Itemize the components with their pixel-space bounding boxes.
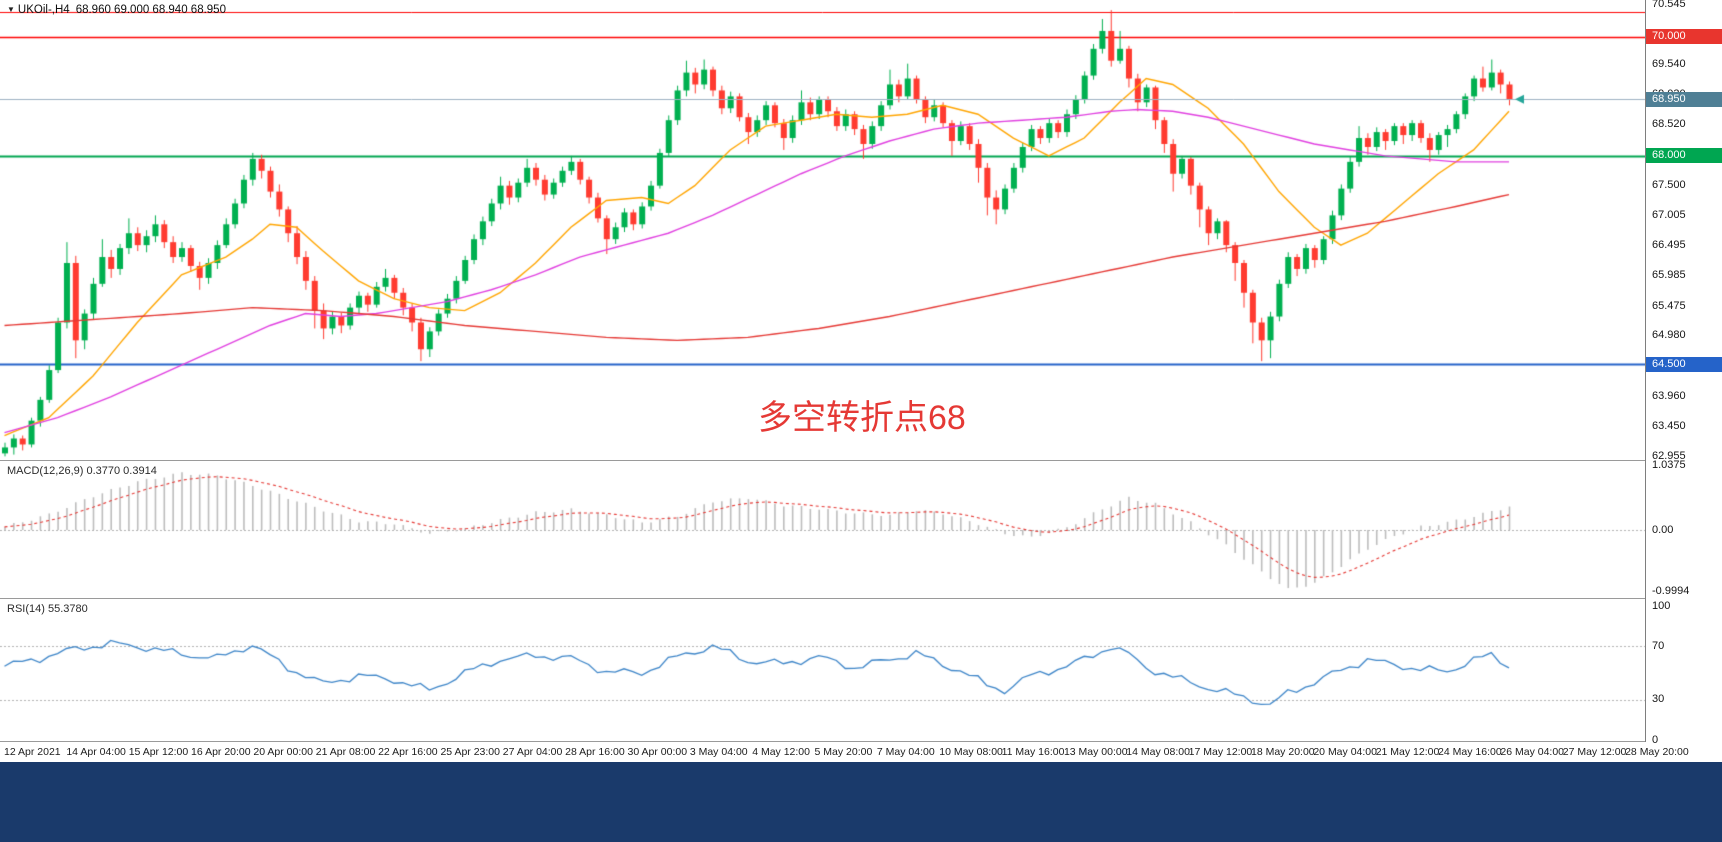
date-label: 26 May 04:00: [1500, 746, 1565, 758]
macd-panel-label: MACD(12,26,9) 0.3770 0.3914: [7, 465, 157, 477]
date-label: 20 Apr 00:00: [253, 746, 313, 758]
date-label: 16 Apr 20:00: [191, 746, 251, 758]
symbol-dropdown-icon[interactable]: ▼: [7, 5, 15, 14]
symbol-timeframe-label: UKOil-,H4: [17, 4, 70, 16]
price-tick: 67.005: [1652, 208, 1686, 221]
rsi-scale-tick: 100: [1652, 599, 1671, 612]
price-tick: 64.980: [1652, 329, 1686, 342]
macd-scale-tick: 1.0375: [1652, 459, 1686, 472]
price-tick: 69.540: [1652, 57, 1686, 70]
price-tick: 70.545: [1652, 0, 1686, 10]
date-label: 15 Apr 12:00: [128, 746, 189, 758]
rsi-indicator-canvas[interactable]: [0, 599, 1645, 742]
date-label: 18 May 20:00: [1251, 746, 1315, 758]
time-axis[interactable]: 12 Apr 2021 14 Apr 04:00 15 Apr 12:00 16 Ap…: [0, 742, 1722, 762]
date-label: 27 May 12:00: [1562, 746, 1627, 758]
rsi-scale-tick: 30: [1652, 693, 1665, 706]
date-label: 10 May 08:00: [939, 746, 1003, 758]
macd-scale-tick: 0.00: [1652, 523, 1674, 536]
price-badge-68000: 68.000: [1646, 148, 1722, 164]
price-tick: 68.520: [1652, 118, 1686, 131]
price-badge-68950: 68.950: [1646, 91, 1722, 107]
date-label: 17 May 12:00: [1188, 746, 1253, 758]
macd-scale-tick: -0.9994: [1652, 585, 1690, 598]
price-tick: 65.475: [1652, 299, 1686, 312]
chart-title: ▼ UKOil-,H4 68.960 69.000 68.940 68.950: [7, 4, 226, 16]
price-tick: 63.450: [1652, 420, 1686, 433]
main-chart-canvas[interactable]: [0, 0, 1645, 460]
price-tick: 66.495: [1652, 238, 1686, 251]
price-tick: 63.960: [1652, 389, 1686, 402]
date-label: 21 Apr 08:00: [315, 746, 376, 758]
date-label: 13 May 00:00: [1063, 746, 1128, 758]
price-tick: 67.500: [1652, 179, 1686, 192]
date-label: 4 May 12:00: [752, 746, 810, 758]
price-tick: 62.955: [1652, 449, 1686, 462]
bottom-bar: [0, 762, 1722, 842]
date-label: 22 Apr 16:00: [378, 746, 438, 758]
rsi-scale-tick: 70: [1652, 639, 1665, 652]
price-badge-64500: 64.500: [1646, 356, 1722, 372]
rsi-panel-label: RSI(14) 55.3780: [7, 603, 88, 615]
date-label: 3 May 04:00: [689, 746, 748, 758]
date-label: 25 Apr 23:00: [440, 746, 500, 758]
date-label: 14 Apr 04:00: [66, 746, 126, 758]
date-label: 28 Apr 16:00: [565, 746, 625, 758]
price-scale[interactable]: 70.54570.00069.54069.03068.52068.00067.5…: [1645, 0, 1722, 746]
panel-separator[interactable]: [0, 460, 1722, 461]
date-label: 28 May 20:00: [1625, 746, 1689, 758]
date-label: 30 Apr 00:00: [627, 746, 688, 758]
date-label: 5 May 20:00: [814, 746, 873, 758]
date-label: 24 May 16:00: [1438, 746, 1502, 758]
date-label: 27 Apr 04:00: [502, 746, 563, 758]
date-label: 12 Apr 2021: [4, 746, 61, 758]
price-badge-70000: 70.000: [1646, 29, 1722, 45]
price-tick: 65.985: [1652, 269, 1686, 282]
date-label: 21 May 12:00: [1375, 746, 1440, 758]
date-label: 14 May 08:00: [1126, 746, 1190, 758]
date-label: 11 May 16:00: [1001, 746, 1065, 758]
date-label: 7 May 04:00: [876, 746, 935, 758]
panel-separator[interactable]: [0, 598, 1722, 599]
ohlc-values: 68.960 69.000 68.940 68.950: [75, 4, 226, 16]
chart-annotation-text: 多空转折点68: [758, 399, 966, 437]
macd-indicator-canvas[interactable]: [0, 461, 1645, 598]
panel-separator: [0, 741, 1722, 742]
date-label: 20 May 04:00: [1313, 746, 1377, 758]
rsi-scale-tick: 0: [1652, 733, 1659, 746]
